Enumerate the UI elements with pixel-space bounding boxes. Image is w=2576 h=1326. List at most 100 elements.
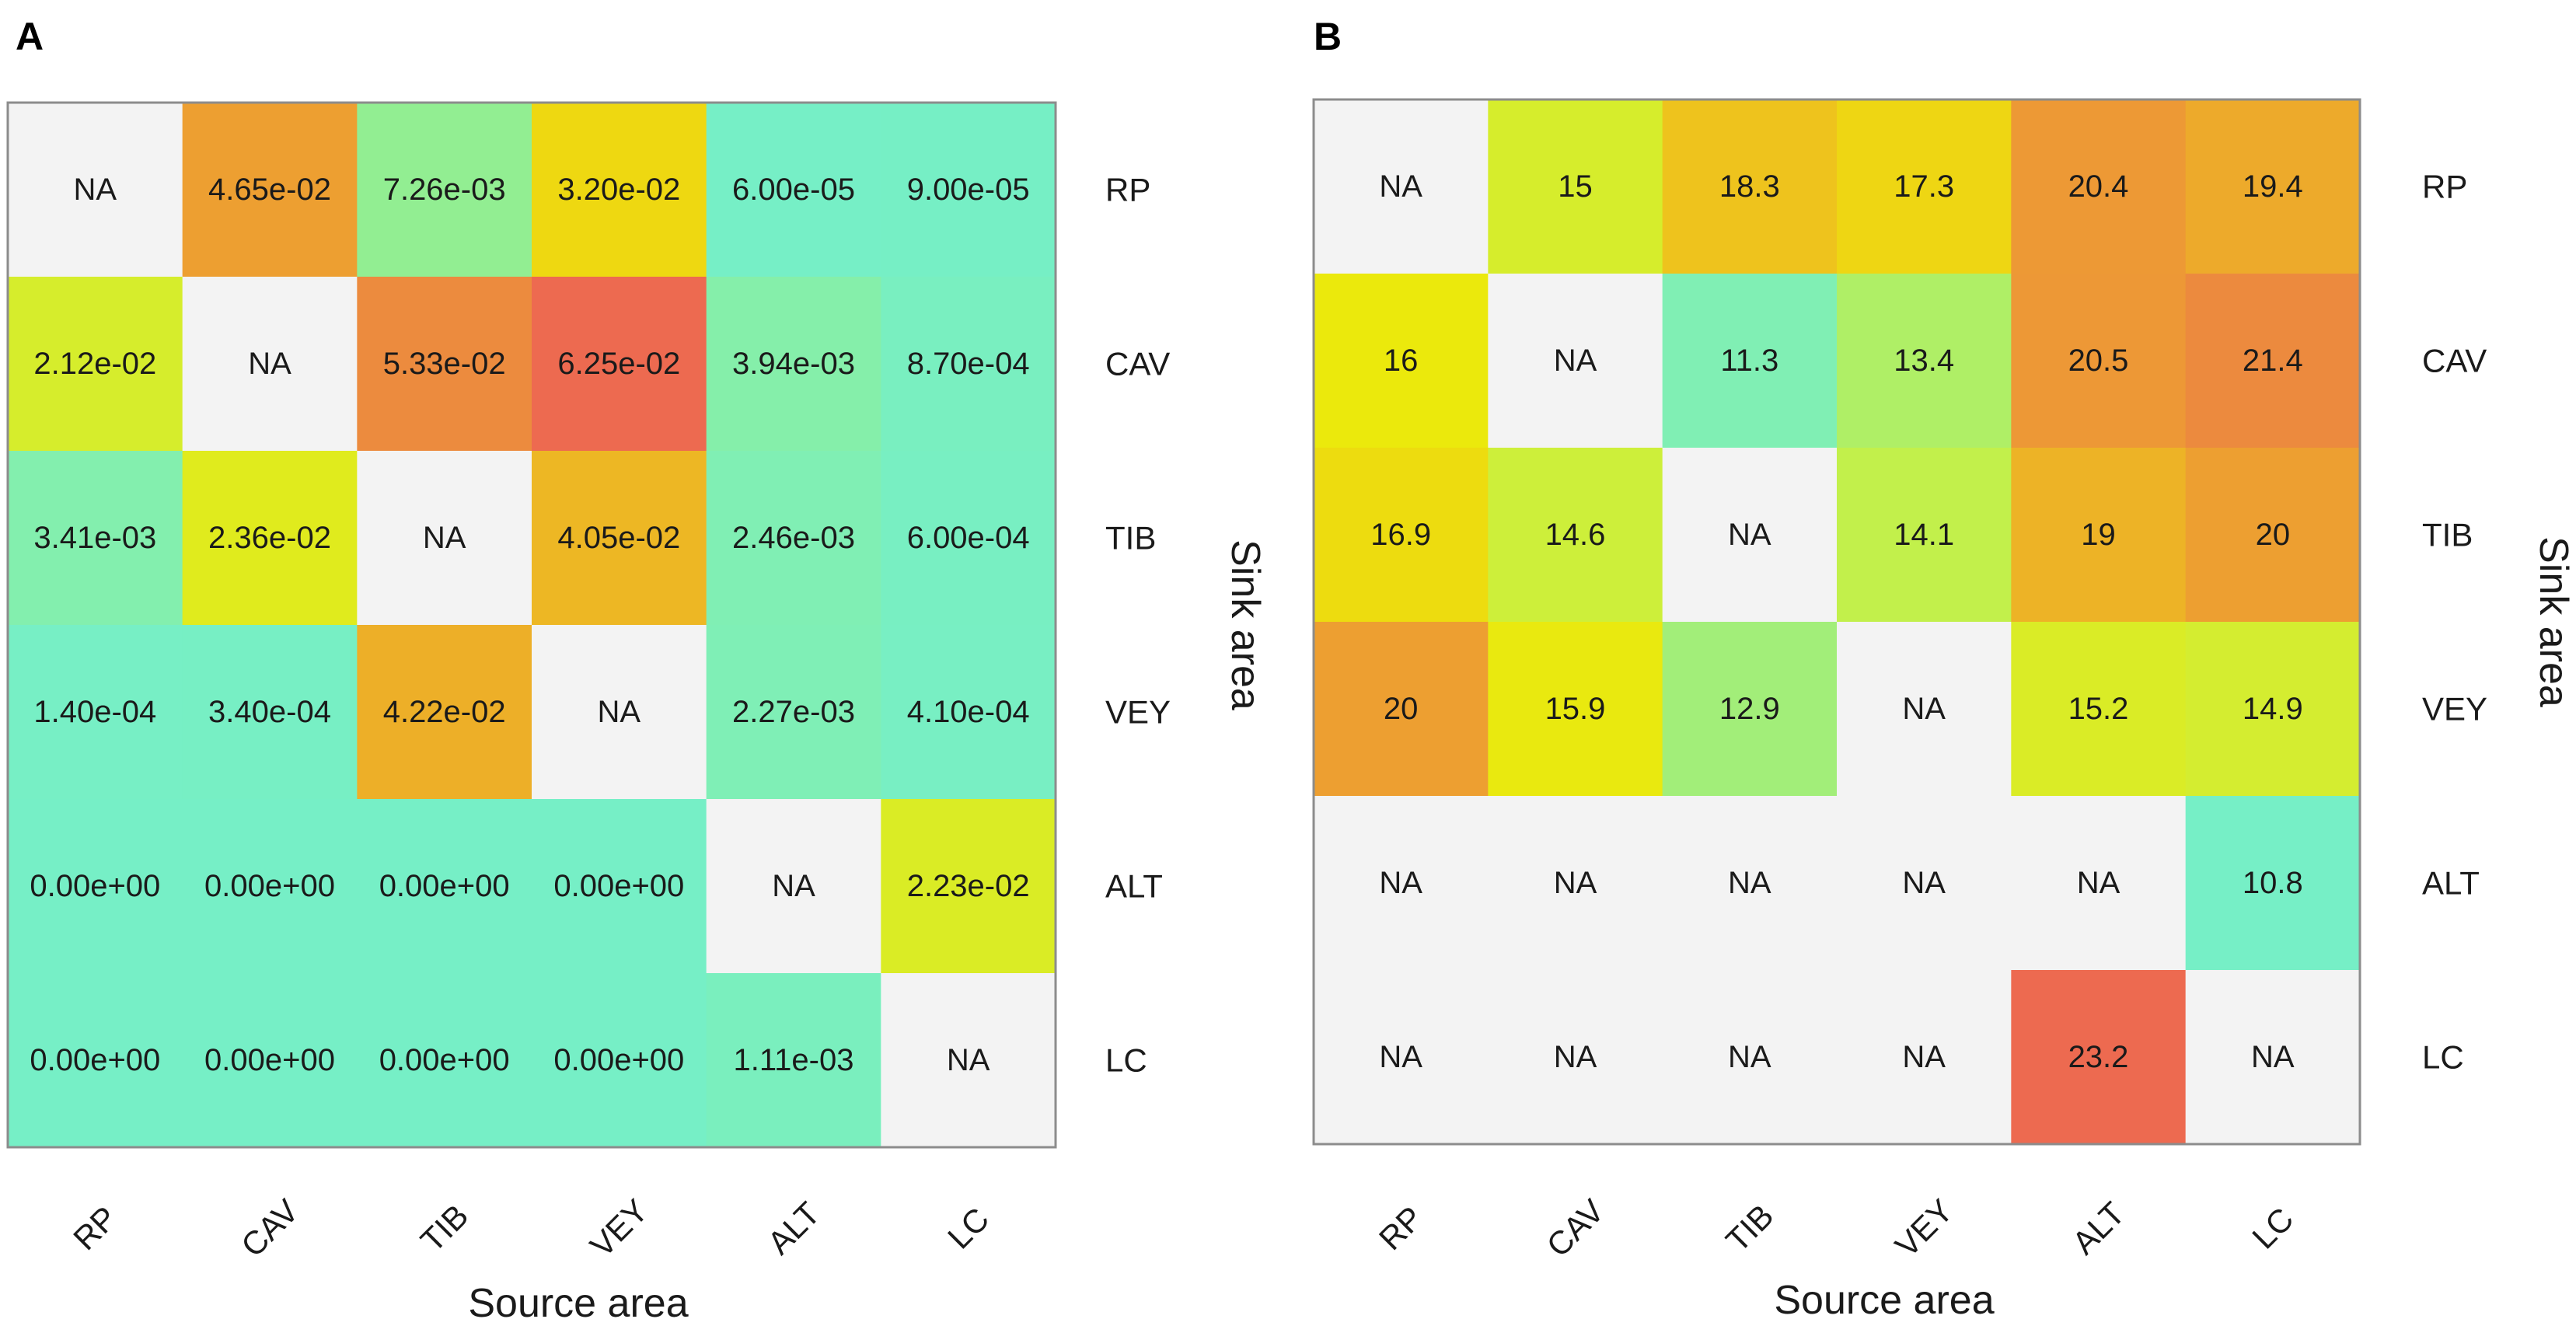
sink-tick-label: RP [1105, 172, 1150, 208]
cell-value-label: NA [248, 347, 291, 381]
source-tick-label: LC [2245, 1200, 2300, 1255]
cell-value-label: NA [1554, 1040, 1597, 1074]
cell-value-label: 3.41e-03 [33, 521, 156, 555]
sink-tick-label: VEY [2422, 691, 2487, 728]
sink-tick-label: ALT [2422, 865, 2480, 902]
cell-value-label: 0.00e+00 [30, 869, 160, 903]
panel-b-cells: NA 15 18.3 17.3 20.4 19.4 16 NA 11.3 13.4 20.5 21.4… [1314, 99, 2361, 1145]
cell-value-label: 16 [1384, 344, 1419, 378]
cell-value-label: 14.9 [2243, 692, 2303, 726]
panel-b-label: B [1314, 15, 1342, 58]
cell-value-label: 20 [1384, 692, 1419, 726]
cell-value-label: 15.9 [1545, 692, 1606, 726]
cell-value-label: 7.26e-03 [383, 173, 506, 207]
source-tick-label: CAV [1539, 1192, 1611, 1264]
source-tick-label: VEY [583, 1192, 655, 1265]
panel-a: A NA 4.65e-02 7.26e-03 3.20e-02 6.00e-05 9.00… [8, 15, 1268, 1326]
panel-b-x-axis-title: Source area [1774, 1278, 1994, 1323]
cell-value-label: 0.00e+00 [204, 869, 335, 903]
panel-a-sink-ticks: RPCAVTIBVEYALTLC [1105, 172, 1171, 1079]
cell-value-label: 6.00e-04 [907, 521, 1030, 555]
cell-value-label: 0.00e+00 [379, 1043, 510, 1077]
cell-value-label: 16.9 [1370, 518, 1431, 552]
source-tick-label: CAV [234, 1192, 305, 1264]
cell-value-label: 12.9 [1719, 692, 1780, 726]
cell-value-label: NA [1728, 1040, 1771, 1074]
source-tick-label: LC [941, 1200, 996, 1255]
cell-value-label: 11.3 [1720, 344, 1778, 378]
cell-value-label: 4.65e-02 [208, 173, 331, 207]
cell-value-label: 0.00e+00 [553, 869, 684, 903]
cell-value-label: 9.00e-05 [907, 173, 1030, 207]
cell-value-label: NA [1379, 866, 1422, 900]
cell-value-label: 0.00e+00 [204, 1043, 335, 1077]
cell-value-label: 20.4 [2068, 169, 2129, 204]
cell-value-label: 21.4 [2243, 344, 2303, 378]
cell-value-label: 14.1 [1894, 518, 1954, 552]
sink-tick-label: CAV [1105, 346, 1170, 382]
cell-value-label: 23.2 [2068, 1040, 2129, 1074]
cell-value-label: 20.5 [2068, 344, 2129, 378]
cell-value-label: 1.11e-03 [734, 1043, 854, 1077]
panel-b: B NA 15 18.3 17.3 20.4 19.416 NA 11.3 13.4 20.5 21… [1314, 15, 2576, 1323]
cell-value-label: 5.33e-02 [383, 347, 506, 381]
source-tick-label: TIB [414, 1197, 475, 1258]
source-tick-label: VEY [1888, 1192, 1960, 1265]
cell-value-label: NA [1554, 866, 1597, 900]
cell-value-label: 18.3 [1719, 169, 1780, 204]
panel-a-label: A [16, 15, 44, 58]
cell-value-label: 8.70e-04 [907, 347, 1030, 381]
cell-value-label: 17.3 [1894, 169, 1954, 204]
panel-b-y-axis-title: Sink area [2531, 536, 2576, 707]
cell-value-label: NA [1902, 866, 1946, 900]
cell-value-label: NA [1728, 866, 1771, 900]
cell-value-label: 0.00e+00 [553, 1043, 684, 1077]
cell-value-label: 1.40e-04 [33, 695, 156, 729]
cell-value-label: 2.36e-02 [208, 521, 331, 555]
cell-value-label: 2.27e-03 [732, 695, 855, 729]
cell-value-label: 0.00e+00 [379, 869, 510, 903]
cell-value-label: 15 [1558, 169, 1593, 204]
cell-value-label: 2.12e-02 [33, 347, 156, 381]
sink-tick-label: TIB [1105, 520, 1156, 557]
cell-value-label: 2.23e-02 [907, 869, 1030, 903]
cell-value-label: NA [2077, 866, 2120, 900]
cell-value-label: 0.00e+00 [30, 1043, 160, 1077]
cell-value-label: NA [423, 521, 466, 555]
panel-a-source-ticks: RP CAV TIB VEY ALT LC [66, 1192, 996, 1265]
panel-b-sink-ticks: RPCAVTIBVEYALTLC [2422, 169, 2487, 1076]
heatmap-figure: A NA 4.65e-02 7.26e-03 3.20e-02 6.00e-05 9.00… [0, 0, 2576, 1326]
panel-b-source-ticks: RP CAV TIB VEY ALT LC [1372, 1192, 2301, 1265]
cell-value-label: 6.00e-05 [732, 173, 855, 207]
sink-tick-label: LC [2422, 1039, 2464, 1076]
panel-a-y-axis-title: Sink area [1223, 539, 1268, 710]
sink-tick-label: TIB [2422, 517, 2473, 553]
source-tick-label: ALT [2065, 1195, 2132, 1261]
cell-value-label: NA [1554, 344, 1597, 378]
cell-value-label: NA [74, 173, 117, 207]
cell-value-label: NA [1902, 1040, 1946, 1074]
sink-tick-label: VEY [1105, 694, 1171, 731]
cell-value-label: NA [2251, 1040, 2295, 1074]
cell-value-label: 4.22e-02 [383, 695, 506, 729]
sink-tick-label: RP [2422, 169, 2467, 205]
cell-value-label: 19.4 [2243, 169, 2303, 204]
cell-value-label: NA [772, 869, 815, 903]
cell-value-label: 2.46e-03 [732, 521, 855, 555]
cell-value-label: 3.20e-02 [557, 173, 680, 207]
cell-value-label: 3.94e-03 [732, 347, 855, 381]
cell-value-label: NA [598, 695, 641, 729]
cell-value-label: NA [1728, 518, 1771, 552]
cell-value-label: NA [1902, 692, 1946, 726]
cell-value-label: 4.10e-04 [907, 695, 1030, 729]
cell-value-label: 3.40e-04 [208, 695, 331, 729]
cell-value-label: NA [947, 1043, 990, 1077]
sink-tick-label: ALT [1105, 868, 1163, 905]
panel-a-x-axis-title: Source area [468, 1281, 688, 1326]
cell-value-label: 19 [2081, 518, 2116, 552]
panel-a-cells: NA 4.65e-02 7.26e-03 3.20e-02 6.00e-05 9.00e-… [8, 103, 1056, 1148]
cell-value-label: NA [1379, 169, 1422, 204]
cell-value-label: 4.05e-02 [557, 521, 680, 555]
cell-value-label: 20 [2256, 518, 2291, 552]
cell-value-label: 15.2 [2068, 692, 2129, 726]
